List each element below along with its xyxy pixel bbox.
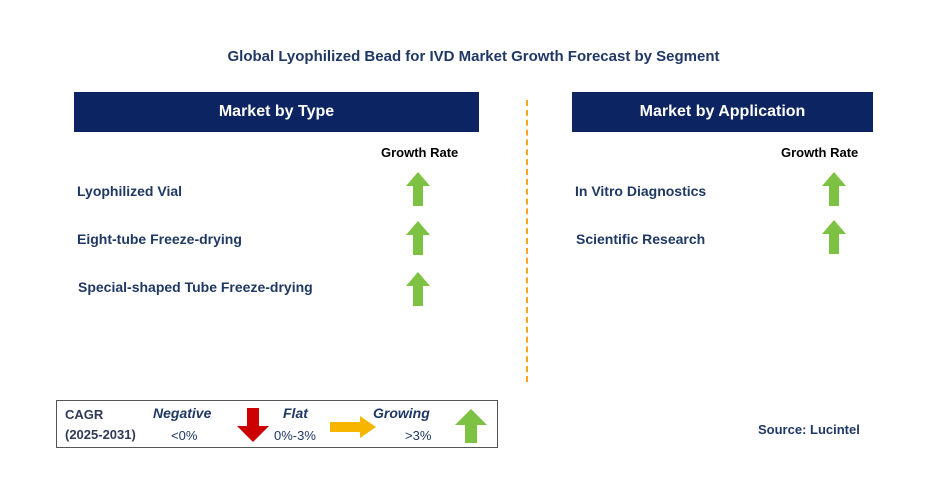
legend-negative-value: <0% — [171, 428, 198, 443]
growing-arrow-icon — [406, 172, 430, 206]
type-item-label: Special-shaped Tube Freeze-drying — [78, 279, 313, 295]
legend-growing-value: >3% — [405, 428, 432, 443]
negative-arrow-icon — [237, 408, 269, 442]
legend-negative-label: Negative — [153, 405, 212, 421]
growing-arrow-icon — [406, 272, 430, 306]
panel-divider — [526, 100, 528, 382]
growing-arrow-icon — [406, 221, 430, 255]
cagr-legend: CAGR (2025-2031) Negative <0% Flat 0%-3%… — [56, 400, 498, 448]
page-title: Global Lyophilized Bead for IVD Market G… — [227, 48, 720, 65]
source-note: Source: Lucintel — [758, 422, 860, 437]
growing-arrow-icon — [822, 172, 846, 206]
legend-growing-label: Growing — [373, 405, 430, 421]
application-panel-header: Market by Application — [572, 92, 873, 132]
type-item-label: Eight-tube Freeze-drying — [77, 231, 242, 247]
type-item-label: Lyophilized Vial — [77, 183, 183, 199]
type-panel-header: Market by Type — [74, 92, 479, 132]
legend-flat-label: Flat — [283, 405, 308, 421]
legend-cagr-label: CAGR — [65, 407, 104, 422]
application-item-label: Scientific Research — [576, 231, 706, 247]
growing-arrow-icon — [455, 409, 487, 443]
application-growth-rate-label: Growth Rate — [781, 145, 859, 160]
application-item-label: In Vitro Diagnostics — [575, 183, 707, 199]
growing-arrow-icon — [822, 220, 846, 254]
flat-arrow-icon — [330, 416, 376, 438]
type-growth-rate-label: Growth Rate — [381, 145, 459, 160]
legend-flat-value: 0%-3% — [274, 428, 316, 443]
legend-period: (2025-2031) — [65, 427, 136, 442]
